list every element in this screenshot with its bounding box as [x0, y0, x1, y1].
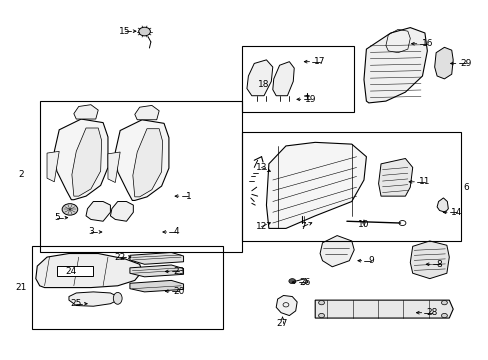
Polygon shape	[246, 60, 272, 96]
Circle shape	[441, 301, 447, 305]
Text: 4: 4	[173, 228, 179, 237]
Polygon shape	[133, 129, 162, 197]
Polygon shape	[409, 241, 448, 279]
Polygon shape	[108, 152, 120, 183]
Polygon shape	[436, 198, 447, 212]
Text: 9: 9	[367, 256, 373, 265]
Polygon shape	[69, 292, 118, 306]
Circle shape	[139, 27, 150, 36]
Text: 26: 26	[299, 278, 310, 287]
Circle shape	[441, 314, 447, 318]
Text: 27: 27	[276, 319, 287, 328]
Text: 17: 17	[314, 57, 325, 66]
Polygon shape	[272, 62, 294, 96]
Circle shape	[63, 268, 72, 274]
Polygon shape	[72, 128, 102, 196]
Text: 15: 15	[119, 27, 130, 36]
Text: 23: 23	[173, 267, 184, 276]
Text: 5: 5	[54, 213, 60, 222]
Bar	[242, 45, 353, 112]
Polygon shape	[74, 105, 98, 119]
Text: 1: 1	[185, 192, 191, 201]
Polygon shape	[320, 235, 353, 267]
Circle shape	[318, 301, 324, 305]
Text: 29: 29	[460, 59, 471, 68]
Text: 22: 22	[114, 253, 125, 262]
Text: 12: 12	[255, 222, 267, 231]
Text: 18: 18	[258, 81, 269, 90]
Polygon shape	[54, 119, 108, 200]
Polygon shape	[135, 105, 159, 120]
Text: 16: 16	[421, 39, 432, 48]
Text: 7: 7	[300, 222, 305, 231]
Text: 6: 6	[463, 183, 468, 192]
Text: 19: 19	[304, 95, 315, 104]
Circle shape	[75, 268, 84, 274]
Bar	[40, 101, 242, 252]
Ellipse shape	[113, 292, 122, 304]
Polygon shape	[47, 151, 59, 182]
Circle shape	[288, 279, 295, 284]
Text: 24: 24	[66, 267, 77, 276]
Polygon shape	[130, 252, 183, 264]
Polygon shape	[266, 142, 366, 228]
Bar	[32, 246, 222, 329]
Text: 21: 21	[16, 283, 27, 292]
Circle shape	[318, 314, 324, 318]
Bar	[57, 266, 93, 276]
Polygon shape	[36, 253, 142, 288]
Polygon shape	[378, 158, 412, 196]
Polygon shape	[315, 300, 452, 318]
Polygon shape	[115, 120, 168, 201]
Polygon shape	[110, 202, 133, 221]
Circle shape	[62, 204, 78, 215]
Polygon shape	[86, 202, 110, 221]
Text: 3: 3	[88, 228, 94, 237]
Polygon shape	[130, 265, 183, 277]
Polygon shape	[276, 296, 297, 316]
Text: 28: 28	[426, 308, 437, 317]
Text: 13: 13	[255, 163, 267, 172]
Polygon shape	[363, 28, 427, 103]
Text: 14: 14	[450, 208, 461, 217]
Polygon shape	[434, 47, 452, 79]
Text: 8: 8	[436, 260, 442, 269]
Text: 20: 20	[173, 287, 184, 296]
Bar	[242, 132, 461, 241]
Text: 2: 2	[19, 170, 24, 179]
Text: 11: 11	[418, 177, 430, 186]
Polygon shape	[130, 280, 183, 292]
Text: 25: 25	[70, 299, 82, 308]
Text: 10: 10	[358, 220, 369, 229]
